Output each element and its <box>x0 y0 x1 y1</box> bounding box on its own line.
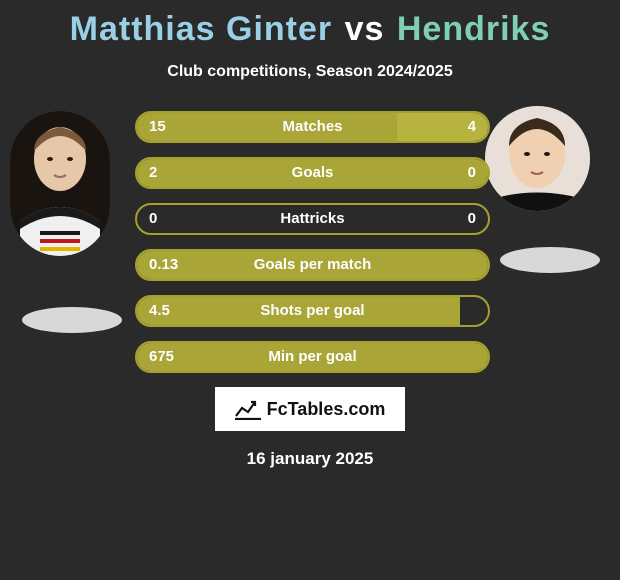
avatar-player2 <box>485 106 590 211</box>
stat-value-left: 4.5 <box>149 295 170 327</box>
avatar-player1 <box>10 111 110 256</box>
chart-icon <box>235 398 261 420</box>
player1-portrait <box>10 111 110 256</box>
stat-fill-left <box>137 297 460 325</box>
stat-row: Shots per goal4.5 <box>135 295 490 327</box>
stat-value-left: 15 <box>149 111 166 143</box>
stat-value-right: 4 <box>468 111 476 143</box>
stat-value-right: 0 <box>468 157 476 189</box>
stat-value-left: 0.13 <box>149 249 178 281</box>
source-logo: FcTables.com <box>215 387 405 431</box>
stat-value-left: 675 <box>149 341 174 373</box>
title-player1: Matthias Ginter <box>70 10 332 48</box>
subtitle: Club competitions, Season 2024/2025 <box>0 63 620 81</box>
avatar-shadow-left <box>22 307 122 333</box>
date-label: 16 january 2025 <box>0 449 620 469</box>
title-vs: vs <box>345 10 385 48</box>
avatar-shadow-right <box>500 247 600 273</box>
player2-portrait <box>485 106 590 211</box>
stat-bars: Matches154Goals20Hattricks00Goals per ma… <box>135 111 490 373</box>
stat-row: Matches154 <box>135 111 490 143</box>
comparison-content: Matches154Goals20Hattricks00Goals per ma… <box>0 111 620 469</box>
page-title: Matthias Ginter vs Hendriks <box>0 0 620 49</box>
stat-row: Goals per match0.13 <box>135 249 490 281</box>
stat-row: Hattricks00 <box>135 203 490 235</box>
stat-value-right: 0 <box>468 203 476 235</box>
stat-value-left: 0 <box>149 203 157 235</box>
stat-fill-left <box>137 113 397 141</box>
title-player2: Hendriks <box>397 10 551 48</box>
stat-fill-left <box>137 159 488 187</box>
logo-text: FcTables.com <box>267 399 386 420</box>
stat-fill-left <box>137 343 488 371</box>
stat-value-left: 2 <box>149 157 157 189</box>
stat-row: Goals20 <box>135 157 490 189</box>
stat-fill-left <box>137 251 488 279</box>
stat-row: Min per goal675 <box>135 341 490 373</box>
